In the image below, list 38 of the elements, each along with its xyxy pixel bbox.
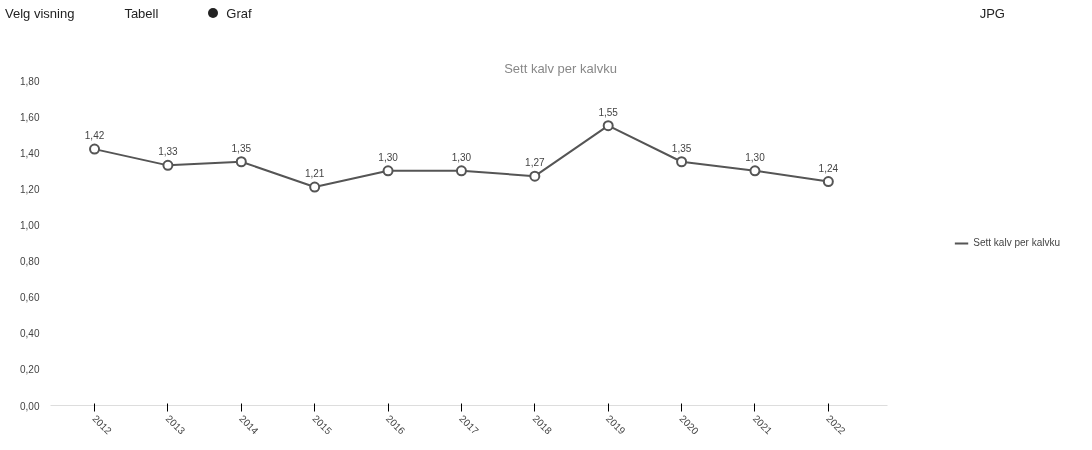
point: [529, 170, 541, 182]
y-tick-label: 0,00: [20, 400, 40, 412]
data-label: 1,30: [451, 151, 472, 163]
point: [676, 156, 688, 168]
text: Tabell: [124, 5, 159, 23]
data-label: 1,21: [304, 168, 325, 180]
point: [749, 165, 761, 177]
data-label: 1,35: [231, 142, 252, 154]
chart-title: Sett kalv per kalvku: [504, 60, 617, 76]
data-label: 1,35: [671, 142, 692, 154]
text: Velg visning: [5, 5, 75, 23]
text: JPG: [979, 5, 1005, 23]
point: [602, 120, 614, 132]
y-tick-label: 0,60: [20, 292, 40, 304]
point: [382, 165, 394, 177]
y-tick-label: 1,60: [20, 111, 40, 123]
data-label: 1,42: [84, 130, 105, 142]
data-label: 1,33: [158, 146, 179, 158]
point: [162, 159, 174, 171]
data-label: 1,30: [745, 151, 766, 163]
point: [455, 165, 467, 177]
data-label: 1,30: [378, 151, 399, 163]
y-tick-label: 1,40: [20, 147, 40, 159]
y-tick-label: 1,20: [20, 183, 40, 195]
legend-label: Sett kalv per kalvku: [973, 237, 1060, 248]
point: [89, 143, 101, 155]
point: [235, 156, 247, 168]
point: [822, 176, 834, 188]
data-label: 1,27: [525, 157, 545, 169]
data-label: 1,55: [598, 106, 619, 118]
y-tick-label: 0,20: [20, 364, 40, 376]
y-tick-label: 0,40: [20, 328, 40, 340]
data-label: 1,24: [818, 162, 839, 174]
text: Graf: [225, 5, 252, 23]
y-tick-label: 1,80: [20, 75, 40, 87]
y-tick-label: 0,80: [20, 256, 40, 268]
point: [309, 181, 321, 193]
y-tick-label: 1,00: [20, 219, 40, 231]
